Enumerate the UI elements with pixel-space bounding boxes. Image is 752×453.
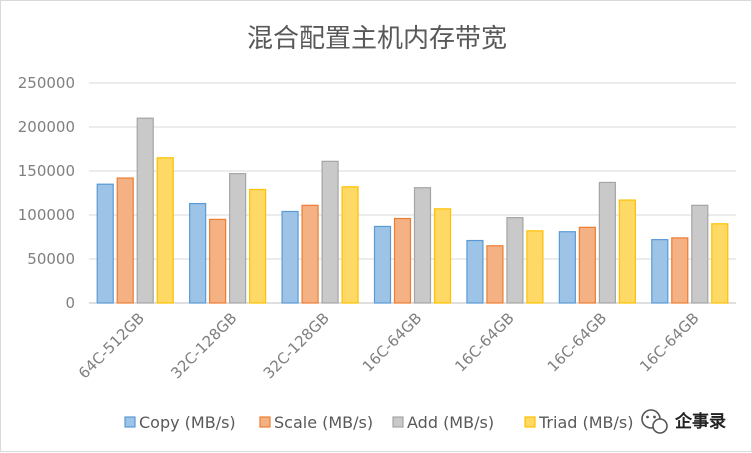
- bar-add: [321, 160, 339, 304]
- x-category-label: 16C-64GB: [359, 309, 425, 375]
- legend: Copy (MB/s) Scale (MB/s) Add (MB/s) Triad (…: [124, 413, 633, 432]
- y-tick-label: 100000: [18, 206, 75, 224]
- chart-title: 混合配置主机内存带宽: [247, 24, 507, 54]
- bar-scale: [209, 218, 227, 304]
- bar-copy: [281, 210, 299, 304]
- y-tick-label: 150000: [18, 162, 75, 180]
- bar-triad: [618, 199, 636, 304]
- bar-add: [229, 173, 247, 304]
- legend-label: Add (MB/s): [407, 413, 494, 432]
- x-category-label: 16C-64GB: [451, 309, 517, 375]
- bar-scale: [301, 204, 319, 304]
- legend-swatch: [392, 416, 404, 428]
- y-tick-label: 50000: [27, 250, 75, 268]
- bar-add: [598, 181, 616, 304]
- bar-add: [691, 204, 709, 304]
- legend-label: Copy (MB/s): [139, 413, 236, 432]
- bar-scale: [393, 217, 412, 304]
- legend-label: Triad (MB/s): [538, 413, 633, 432]
- bar-scale: [578, 226, 596, 304]
- legend-swatch: [124, 416, 136, 428]
- bar-triad: [711, 223, 729, 304]
- gridlines: [89, 82, 736, 304]
- y-tick-label: 200000: [18, 118, 75, 136]
- x-category-label: 16C-64GB: [636, 309, 702, 375]
- x-category-label: 16C-64GB: [544, 309, 610, 375]
- bar-scale: [671, 237, 689, 304]
- watermark-text: 企事录: [674, 411, 726, 432]
- bar-scale: [116, 177, 134, 304]
- y-axis-ticks: 250000 200000 150000 100000 50000 0: [18, 74, 75, 312]
- bar-scale: [486, 245, 504, 304]
- bar-add: [506, 217, 524, 304]
- legend-swatch: [259, 416, 271, 428]
- y-tick-label: 250000: [18, 74, 75, 92]
- wechat-icon: [641, 409, 668, 434]
- bar-add: [413, 187, 432, 304]
- bar-copy: [189, 202, 207, 304]
- x-category-label: 32C-128GB: [260, 309, 333, 382]
- bar-copy: [466, 239, 484, 304]
- legend-swatch: [524, 416, 536, 428]
- bar-triad: [249, 188, 267, 304]
- bar-triad: [156, 157, 174, 304]
- legend-label: Scale (MB/s): [274, 413, 373, 432]
- x-category-label: 32C-128GB: [167, 309, 240, 382]
- watermark: 企事录: [641, 409, 726, 434]
- y-tick-label: 0: [65, 294, 75, 312]
- bar-copy: [373, 225, 392, 304]
- bar-copy: [651, 239, 669, 304]
- x-axis-labels: 64C-512GB 32C-128GB 32C-128GB 16C-64GB 16C-6…: [75, 309, 703, 382]
- bar-triad: [526, 230, 544, 304]
- bar-copy: [558, 231, 576, 304]
- bar-triad: [433, 208, 452, 304]
- bar-triad: [341, 186, 359, 304]
- bar-add: [136, 117, 154, 304]
- x-category-label: 64C-512GB: [75, 309, 148, 382]
- bars: [96, 117, 729, 304]
- bar-copy: [96, 183, 114, 304]
